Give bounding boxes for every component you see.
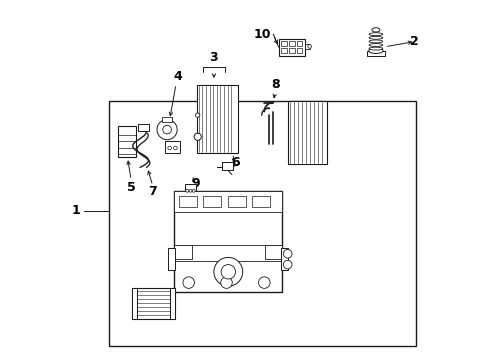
Circle shape — [195, 113, 200, 117]
Text: 5: 5 — [126, 181, 135, 194]
Circle shape — [185, 189, 188, 192]
Ellipse shape — [368, 36, 382, 39]
Circle shape — [157, 120, 177, 140]
Bar — [304, 44, 309, 49]
Text: 8: 8 — [270, 78, 279, 91]
Circle shape — [163, 125, 171, 134]
Bar — [138, 124, 149, 131]
Circle shape — [192, 189, 195, 192]
Circle shape — [213, 257, 242, 286]
Ellipse shape — [371, 28, 379, 32]
Bar — [197, 85, 238, 153]
Circle shape — [307, 45, 311, 48]
Circle shape — [183, 277, 194, 288]
Bar — [162, 117, 172, 122]
Circle shape — [221, 265, 235, 279]
Bar — [109, 101, 415, 346]
Circle shape — [220, 277, 232, 288]
Bar — [222, 162, 232, 170]
Ellipse shape — [368, 33, 382, 36]
Circle shape — [283, 249, 291, 258]
Circle shape — [194, 133, 201, 140]
Bar — [164, 141, 180, 153]
Ellipse shape — [368, 40, 382, 43]
Bar — [203, 196, 221, 207]
Circle shape — [189, 189, 192, 192]
Circle shape — [258, 277, 269, 288]
Text: 3: 3 — [209, 51, 218, 64]
Bar — [178, 196, 196, 207]
Bar — [280, 48, 286, 53]
Circle shape — [167, 146, 171, 150]
Bar — [264, 245, 282, 259]
Bar — [170, 288, 175, 319]
Text: 9: 9 — [191, 177, 200, 190]
Bar — [167, 248, 175, 270]
Bar — [287, 101, 326, 164]
Text: 1: 1 — [72, 204, 81, 217]
Bar — [132, 288, 175, 319]
Bar — [174, 191, 282, 212]
Ellipse shape — [368, 48, 382, 53]
Bar — [280, 248, 287, 270]
Bar — [296, 41, 302, 46]
Bar — [366, 51, 384, 56]
Bar — [118, 126, 136, 157]
Text: 10: 10 — [253, 28, 271, 41]
Bar — [278, 39, 304, 56]
Bar — [174, 245, 191, 259]
Bar — [185, 184, 196, 192]
Text: 7: 7 — [148, 185, 157, 198]
Text: 4: 4 — [174, 70, 182, 83]
Text: 6: 6 — [231, 156, 239, 168]
Ellipse shape — [368, 47, 382, 50]
Bar — [227, 196, 245, 207]
Bar — [280, 41, 286, 46]
Circle shape — [283, 260, 291, 269]
Circle shape — [173, 146, 177, 150]
Text: 2: 2 — [409, 35, 418, 48]
Bar — [288, 41, 294, 46]
Bar — [296, 48, 302, 53]
Ellipse shape — [368, 44, 382, 46]
Bar — [251, 196, 269, 207]
Bar — [288, 48, 294, 53]
Bar — [132, 288, 137, 319]
Bar — [174, 191, 282, 292]
